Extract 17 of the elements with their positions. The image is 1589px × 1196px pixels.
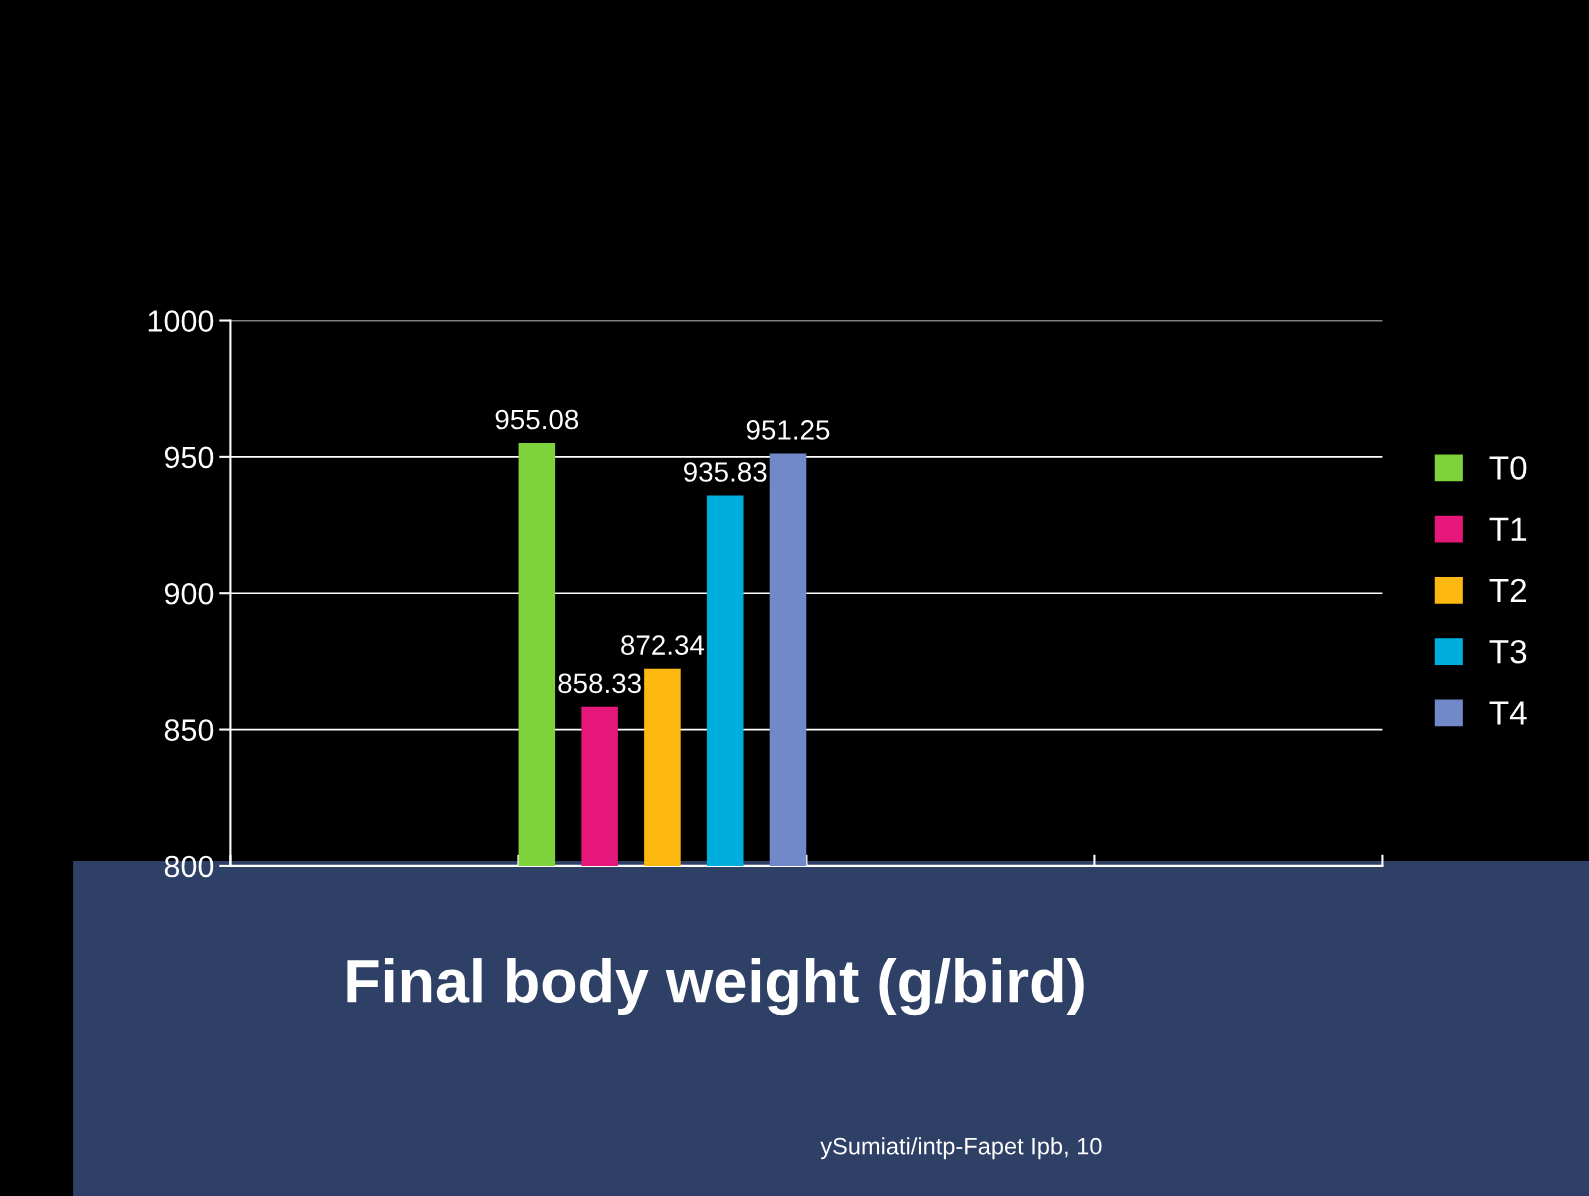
legend-label: T4 [1489,701,1527,725]
y-tick-label: 950 [164,446,214,469]
data-label: 951.25 [746,420,830,440]
y-tick-label: 800 [164,855,214,878]
data-label: 858.33 [558,673,641,694]
data-label: 935.83 [684,462,767,482]
data-label: 872.34 [621,635,705,655]
y-tick-label: 850 [164,719,214,741]
y-tick-label: 900 [164,582,214,605]
legend-label: T3 [1489,639,1527,664]
legend-label: T0 [1489,456,1527,480]
legend-label: T1 [1489,517,1527,541]
text: ySumiati/intp-Fapet Ipb, 10 [820,1137,1102,1160]
text: Final body weight (g/bird) [347,958,1084,1016]
y-tick-label: 1000 [148,310,214,332]
data-label: 955.08 [495,409,579,430]
legend-label: T2 [1489,578,1527,602]
